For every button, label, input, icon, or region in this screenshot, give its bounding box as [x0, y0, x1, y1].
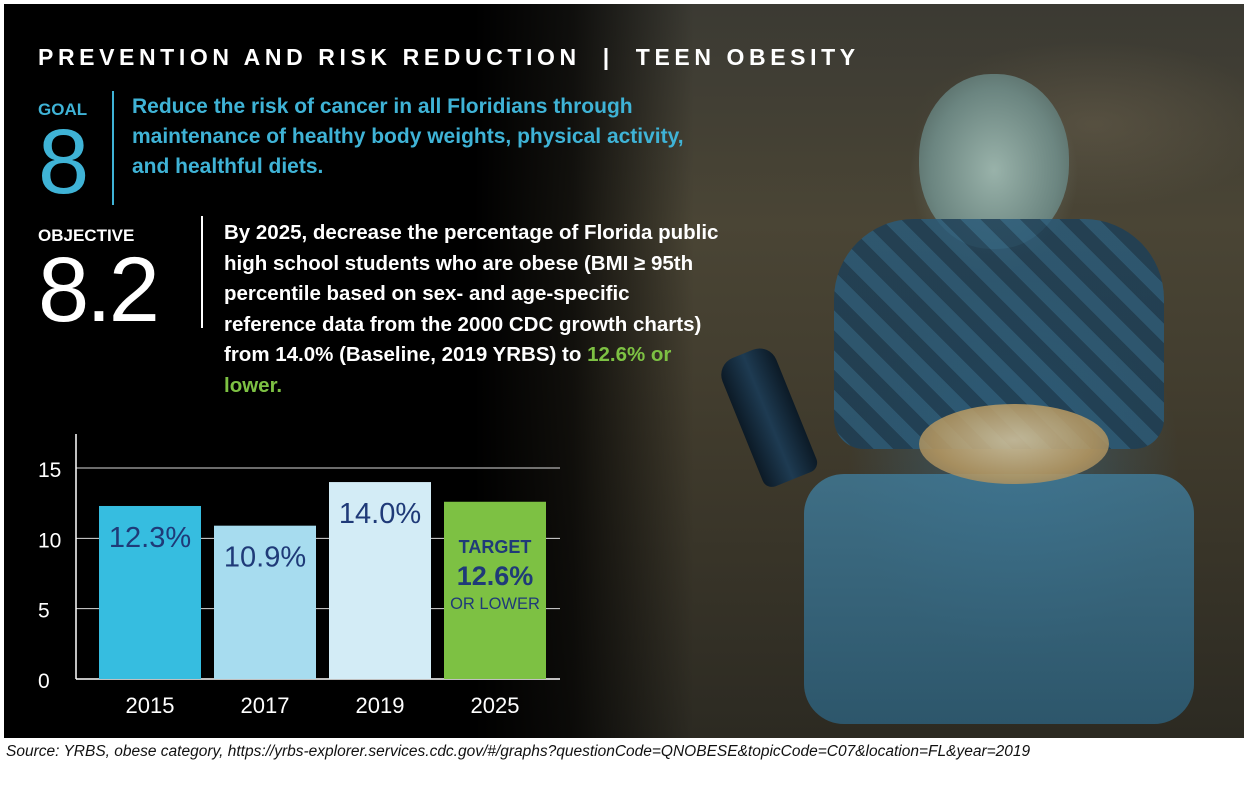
y-tick-label: 10	[38, 529, 61, 552]
bar-data-label: 12.3%	[109, 522, 191, 554]
y-tick-label: 15	[38, 459, 61, 482]
y-tick-label: 0	[38, 670, 50, 693]
x-tick-label: 2017	[241, 693, 290, 718]
x-tick-label: 2025	[471, 693, 520, 718]
bar-2015	[99, 505, 201, 679]
goal-label: GOAL	[38, 100, 88, 119]
y-tick-label: 5	[38, 600, 50, 623]
bar-data-label: 10.9%	[224, 542, 306, 574]
objective-number: 8.2	[38, 239, 160, 341]
photo-food-plate	[919, 404, 1109, 484]
x-tick-label: 2015	[126, 693, 175, 718]
goal-text: Reduce the risk of cancer in all Floridi…	[132, 95, 684, 178]
objective-divider	[201, 216, 203, 328]
target-label-note: OR LOWER	[450, 595, 540, 613]
bar-2019	[329, 482, 431, 679]
goal-divider	[112, 91, 114, 205]
header-section-title: PREVENTION AND RISK REDUCTION	[38, 44, 581, 70]
x-tick-label: 2019	[356, 693, 405, 718]
target-label-title: TARGET	[459, 537, 532, 557]
objective-text: By 2025, decrease the percentage of Flor…	[224, 218, 719, 401]
header-separator: |	[602, 44, 614, 70]
photo-boy-jeans	[804, 474, 1194, 724]
bar-2025	[444, 501, 546, 679]
objective-label: OBJECTIVE	[38, 226, 135, 245]
bar-data-label: 14.0%	[339, 498, 421, 530]
source-citation: Source: YRBS, obese category, https://yr…	[6, 743, 1031, 760]
objective-body: By 2025, decrease the percentage of Flor…	[224, 221, 719, 366]
objective-target-highlight: 12.6% or lower.	[224, 343, 672, 397]
target-label-value: 12.6%	[457, 561, 534, 591]
infographic-panel	[4, 4, 1244, 738]
header-topic: TEEN OBESITY	[635, 44, 860, 70]
page-header: PREVENTION AND RISK REDUCTION | TEEN OBESI…	[38, 44, 860, 71]
bar-2017	[214, 525, 316, 679]
goal-number: 8	[38, 111, 90, 213]
